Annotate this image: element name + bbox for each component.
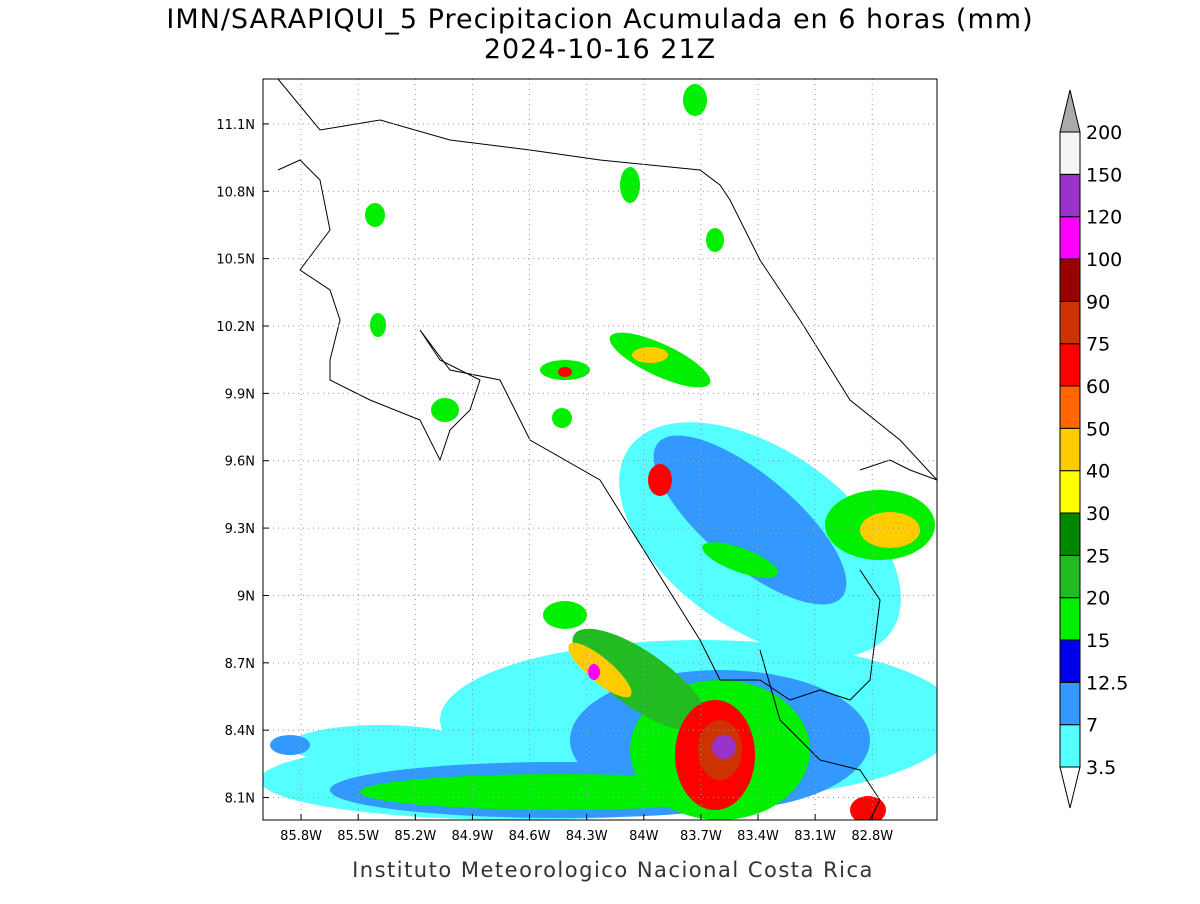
colorbar-box <box>1059 173 1081 218</box>
colorbar-under <box>1059 766 1081 809</box>
y-tick-label: 11.1N <box>216 118 255 133</box>
precipitation-field <box>263 84 937 820</box>
colorbar-label: 60 <box>1086 376 1110 398</box>
y-tick-label: 9N <box>237 589 255 604</box>
colorbar-box <box>1059 554 1081 599</box>
colorbar-box <box>1059 427 1081 472</box>
colorbar-label: 20 <box>1086 588 1110 610</box>
x-tick-label: 84.6W <box>509 829 551 844</box>
x-tick-label: 85.2W <box>394 829 436 844</box>
colorbar-over <box>1059 89 1081 133</box>
footer: Instituto Meteorologico Nacional Costa R… <box>352 858 874 882</box>
x-tick-label: 83.1W <box>794 829 836 844</box>
colorbar-box <box>1059 512 1081 556</box>
x-tick-label: 85.5W <box>337 829 379 844</box>
colorbar-box <box>1059 639 1081 683</box>
map-frame <box>262 78 938 821</box>
colorbar-label: 90 <box>1086 291 1110 313</box>
colorbar-box <box>1059 724 1081 768</box>
subtitle: 2024-10-16 21Z <box>484 34 716 65</box>
colorbar-label: 150 <box>1086 164 1122 186</box>
y-tick-label: 10.2N <box>216 320 255 335</box>
colorbar-label: 25 <box>1086 545 1110 567</box>
y-tick-label: 9.9N <box>225 387 255 402</box>
colorbar-box <box>1059 300 1081 345</box>
x-tick-label: 85.8W <box>280 829 322 844</box>
colorbar-label: 7 <box>1086 715 1098 737</box>
colorbar-label: 30 <box>1086 503 1110 525</box>
colorbar-label: 120 <box>1086 207 1122 229</box>
y-tick-label: 10.5N <box>216 253 255 268</box>
colorbar-box <box>1059 216 1081 260</box>
x-tick-label: 82.8W <box>851 829 893 844</box>
colorbar-label: 3.5 <box>1086 757 1116 779</box>
colorbar-label: 100 <box>1086 249 1122 271</box>
colorbar-box <box>1059 131 1081 175</box>
colorbar-label: 200 <box>1086 122 1122 144</box>
colorbar-label: 15 <box>1086 630 1110 652</box>
x-tick-label: 83.7W <box>680 829 722 844</box>
graticule: 85.8W 85.5W 85.2W 84.9W 84.6W 84.3W 84W 83.7W 83… <box>216 79 937 844</box>
colorbar-box <box>1059 258 1081 302</box>
x-tick-label: 84W <box>629 829 659 844</box>
coastline <box>277 79 937 820</box>
y-tick-label: 9.3N <box>225 522 255 537</box>
colorbar: 3.5 7 12.5 15 20 25 30 40 50 60 75 90 100 120 150 200 <box>1059 89 1128 809</box>
y-tick-label: 9.6N <box>225 455 255 470</box>
title: IMN/SARAPIQUI_5 Precipitacion Acumulada … <box>166 4 1033 35</box>
colorbar-box <box>1059 597 1081 641</box>
colorbar-box <box>1059 343 1081 387</box>
y-tick-label: 8.4N <box>225 724 255 739</box>
y-tick-label: 8.7N <box>225 657 255 672</box>
colorbar-box <box>1059 385 1081 429</box>
colorbar-label: 12.5 <box>1086 672 1128 694</box>
y-tick-label: 8.1N <box>225 792 255 807</box>
colorbar-label: 75 <box>1086 334 1110 356</box>
colorbar-box <box>1059 681 1081 726</box>
colorbar-label: 50 <box>1086 418 1110 440</box>
x-tick-label: 83.4W <box>737 829 779 844</box>
x-tick-label: 84.9W <box>452 829 494 844</box>
colorbar-label: 40 <box>1086 461 1110 483</box>
colorbar-box <box>1059 470 1081 514</box>
x-tick-label: 84.3W <box>566 829 608 844</box>
y-tick-label: 10.8N <box>216 185 255 200</box>
